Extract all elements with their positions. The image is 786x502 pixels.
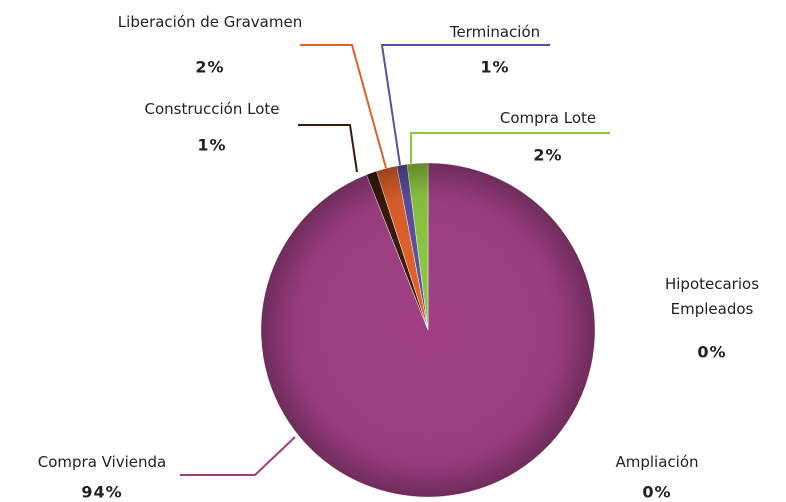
leader-line	[380, 44, 550, 166]
value-label: 2%	[533, 145, 563, 165]
value-label: 1%	[197, 135, 227, 155]
slice-label: Construcción Lote	[144, 100, 280, 118]
slice-label: Ampliación	[615, 453, 699, 471]
leader-line	[298, 124, 358, 173]
slice-label: Terminación	[449, 23, 541, 41]
value-label: 1%	[480, 57, 510, 77]
value-label: 2%	[195, 57, 225, 77]
value-label: 0%	[642, 482, 672, 502]
slice-label: Liberación de Gravamen	[117, 13, 303, 31]
value-label: 94%	[81, 482, 123, 502]
slice-label: Compra Lote	[499, 109, 597, 127]
value-label: 0%	[697, 342, 727, 362]
slice-label: Hipotecarios Empleados	[664, 275, 760, 318]
leader-line	[180, 436, 296, 476]
leader-line	[410, 132, 610, 165]
leader-line	[300, 44, 387, 169]
slice-label: Compra Vivienda	[37, 453, 167, 471]
